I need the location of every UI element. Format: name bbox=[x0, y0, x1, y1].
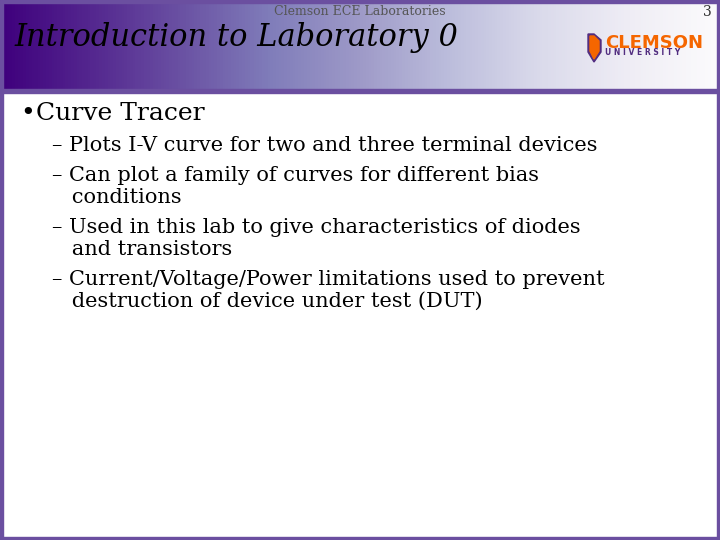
Text: and transistors: and transistors bbox=[52, 240, 233, 259]
Text: CLEMSON: CLEMSON bbox=[605, 34, 703, 52]
Text: Clemson ECE Laboratories: Clemson ECE Laboratories bbox=[274, 5, 446, 18]
Text: – Can plot a family of curves for different bias: – Can plot a family of curves for differ… bbox=[52, 166, 539, 185]
Text: •: • bbox=[20, 102, 35, 125]
Text: – Plots I-V curve for two and three terminal devices: – Plots I-V curve for two and three term… bbox=[52, 136, 598, 155]
Bar bbox=[717, 0, 720, 540]
Polygon shape bbox=[588, 34, 601, 62]
Text: – Used in this lab to give characteristics of diodes: – Used in this lab to give characteristi… bbox=[52, 218, 580, 237]
Bar bbox=[0, 89, 720, 93]
Text: destruction of device under test (DUT): destruction of device under test (DUT) bbox=[52, 292, 482, 311]
Text: U N I V E R S I T Y: U N I V E R S I T Y bbox=[605, 48, 680, 57]
Text: – Current/Voltage/Power limitations used to prevent: – Current/Voltage/Power limitations used… bbox=[52, 270, 605, 289]
Bar bbox=[0, 537, 720, 540]
Text: conditions: conditions bbox=[52, 188, 181, 207]
Text: Introduction to Laboratory 0: Introduction to Laboratory 0 bbox=[14, 22, 458, 53]
Bar bbox=[0, 0, 720, 3]
Text: Curve Tracer: Curve Tracer bbox=[36, 102, 204, 125]
Polygon shape bbox=[590, 36, 599, 59]
Bar bbox=[3, 93, 717, 537]
Bar bbox=[0, 0, 3, 540]
Text: 3: 3 bbox=[703, 5, 712, 19]
